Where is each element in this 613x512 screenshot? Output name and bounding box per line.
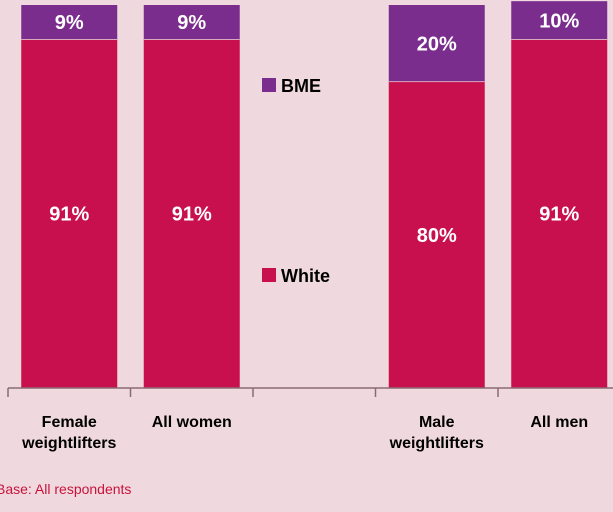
bar-white-3	[388, 81, 485, 388]
bar-white-1	[143, 39, 240, 388]
data-label-white-4: 91%	[539, 204, 579, 226]
bar-bme-1	[143, 5, 240, 40]
data-label-bme-3: 20%	[417, 33, 457, 55]
base-footnote: Base: All respondents	[0, 481, 132, 497]
category-label-3: Male weightlifters	[389, 414, 484, 452]
data-label-white-0: 91%	[49, 204, 89, 226]
bar-bme-4	[511, 1, 608, 40]
data-label-bme-4: 10%	[539, 10, 579, 32]
bar-bme-0	[21, 5, 118, 40]
legend-swatch-white	[262, 268, 276, 282]
data-label-bme-0: 9%	[55, 12, 84, 34]
data-label-white-1: 91%	[172, 204, 212, 226]
category-label-1: All women	[152, 414, 232, 431]
legend-label-bme: BME	[281, 76, 321, 96]
category-label-4: All men	[530, 414, 588, 431]
bar-white-0	[21, 39, 118, 388]
data-label-white-3: 80%	[417, 225, 457, 247]
bar-white-4	[511, 39, 608, 388]
bar-bme-3	[388, 5, 485, 82]
legend-swatch-bme	[262, 78, 276, 92]
category-label-0: Female weightlifters	[21, 414, 116, 452]
legend-label-white: White	[281, 266, 330, 286]
data-label-bme-1: 9%	[177, 12, 206, 34]
